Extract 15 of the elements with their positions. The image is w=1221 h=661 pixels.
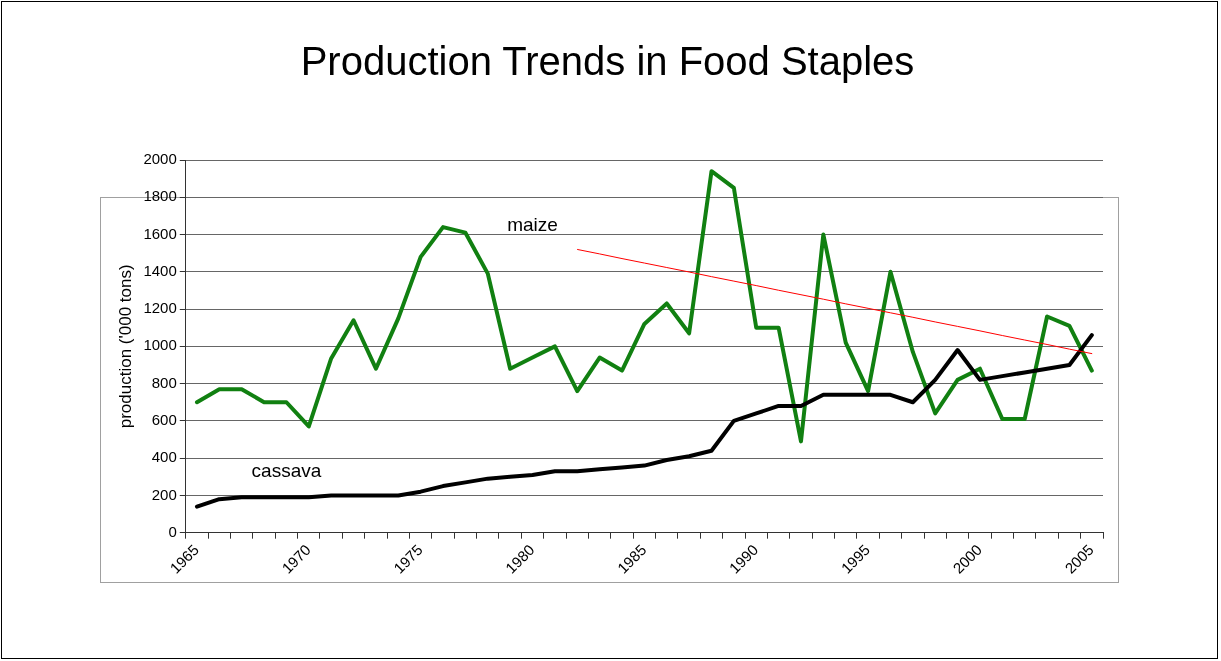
y-tick-label: 0 bbox=[168, 522, 177, 540]
series-label: cassava bbox=[251, 460, 322, 482]
y-tick-label: 2000 bbox=[143, 150, 177, 168]
y-tick-label: 200 bbox=[151, 485, 177, 503]
series-label: maize bbox=[507, 214, 558, 236]
y-tick-label: 1000 bbox=[143, 336, 177, 354]
y-tick-label: 600 bbox=[151, 411, 177, 429]
y-tick-label: 1400 bbox=[143, 261, 177, 279]
y-tick-label: 1200 bbox=[143, 299, 177, 317]
y-tick-label: 400 bbox=[151, 448, 177, 466]
y-axis-title: production ('000 tons) bbox=[115, 264, 135, 429]
y-tick-label: 800 bbox=[151, 373, 177, 391]
chart-title: Production Trends in Food Staples bbox=[300, 39, 915, 84]
y-tick-label: 1600 bbox=[143, 224, 177, 242]
y-tick-label: 1800 bbox=[143, 187, 177, 205]
